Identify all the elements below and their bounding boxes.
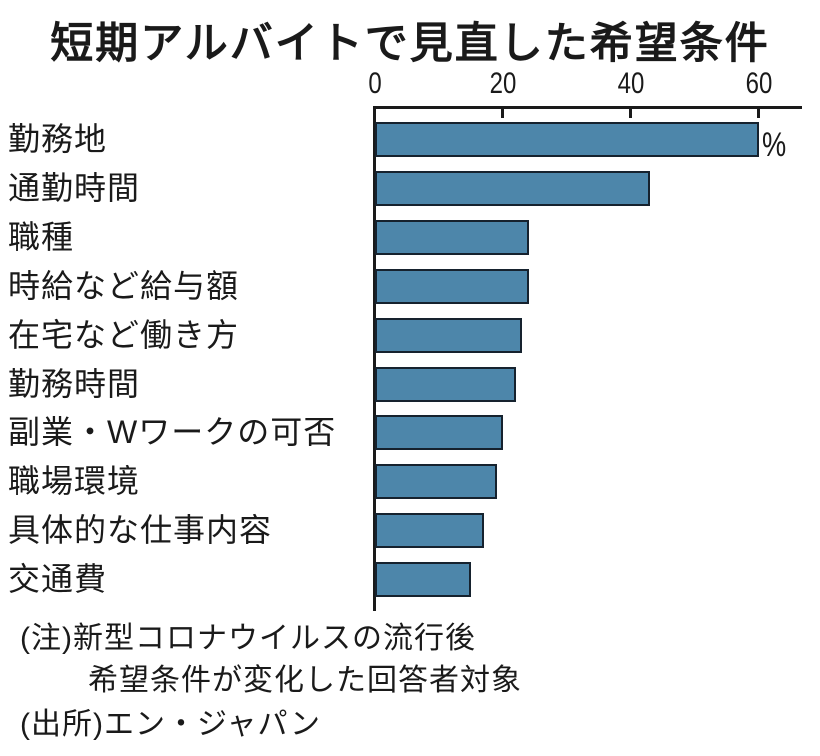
x-axis-tick-mark xyxy=(501,109,505,118)
bar-1 xyxy=(375,122,759,157)
x-axis-tick-label: 60 xyxy=(745,67,773,100)
bar-2 xyxy=(375,171,650,206)
x-axis-tick-label: 20 xyxy=(489,67,516,100)
category-label: 職種 xyxy=(8,219,75,255)
y-axis-line xyxy=(373,106,376,611)
note-line-1: (注)新型コロナウイルスの流行後 xyxy=(20,622,476,655)
percent-unit-label: % xyxy=(762,126,787,164)
bar-4 xyxy=(375,269,529,304)
x-axis-tick-mark xyxy=(757,109,761,118)
bar-3 xyxy=(375,220,529,255)
category-label: 交通費 xyxy=(8,561,108,597)
category-label: 副業・Wワークの可否 xyxy=(8,414,337,450)
category-label: 通勤時間 xyxy=(8,170,141,206)
note-line-2: 希望条件が変化した回答者対象 xyxy=(88,664,522,697)
category-label: 具体的な仕事内容 xyxy=(8,512,273,548)
chart-title: 短期アルバイトで見直した希望条件 xyxy=(50,20,770,68)
bar-9 xyxy=(375,513,484,548)
category-label: 職場環境 xyxy=(8,463,141,499)
x-axis-tick-label: 40 xyxy=(617,67,644,100)
x-axis-line xyxy=(373,106,802,109)
x-axis-tick-label: 0 xyxy=(367,67,382,100)
category-label: 勤務地 xyxy=(8,121,108,157)
x-axis-tick-mark xyxy=(629,109,633,118)
bar-10 xyxy=(375,562,471,597)
source-line: (出所)エン・ジャパン xyxy=(20,708,321,741)
bar-6 xyxy=(375,367,516,402)
category-label: 在宅など働き方 xyxy=(8,317,240,353)
bar-8 xyxy=(375,464,497,499)
category-label: 時給など給与額 xyxy=(8,268,240,304)
bar-7 xyxy=(375,415,503,450)
category-label: 勤務時間 xyxy=(8,366,141,402)
bar-5 xyxy=(375,318,522,353)
